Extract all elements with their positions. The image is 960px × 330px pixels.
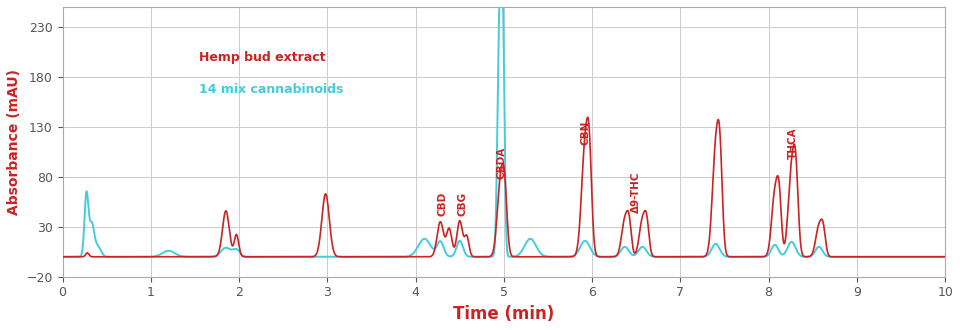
Text: THCA: THCA [788, 127, 799, 159]
Text: 14 mix cannabinoids: 14 mix cannabinoids [200, 83, 344, 96]
Text: CBG: CBG [457, 192, 468, 216]
Text: CBN: CBN [581, 120, 591, 145]
Text: CBD: CBD [437, 192, 447, 216]
Text: CBDA: CBDA [496, 147, 506, 179]
Y-axis label: Absorbance (mAU): Absorbance (mAU) [7, 69, 21, 215]
Text: Δ9-THC: Δ9-THC [632, 171, 641, 213]
Text: Hemp bud extract: Hemp bud extract [200, 51, 325, 64]
X-axis label: Time (min): Time (min) [453, 305, 555, 323]
